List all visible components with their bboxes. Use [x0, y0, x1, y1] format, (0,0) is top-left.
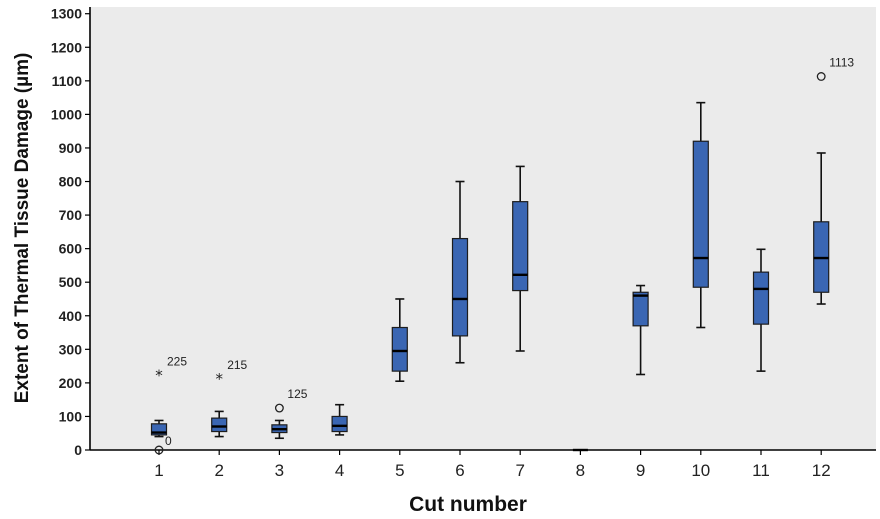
box-series: * 225 0 * 215 125 1113 — [150, 55, 854, 455]
box-group-cut-6 — [451, 180, 469, 364]
outlier-label: 225 — [167, 354, 187, 368]
x-tick-label: 4 — [335, 461, 344, 480]
y-tick-label: 400 — [59, 308, 83, 324]
y-tick-label: 1100 — [52, 73, 83, 89]
y-tick-label: 1300 — [51, 6, 82, 22]
x-tick-label: 11 — [752, 461, 770, 480]
plot-area-background — [90, 7, 876, 450]
box-iqr — [150, 423, 168, 436]
box-group-cut-11 — [752, 248, 770, 372]
x-axis: 1 2 3 4 5 6 7 8 9 10 11 12 — [90, 449, 876, 480]
y-tick-label: 900 — [59, 140, 83, 156]
outlier-label: 0 — [165, 434, 172, 448]
x-tick-label: 10 — [691, 461, 710, 480]
x-tick-label: 9 — [636, 461, 645, 480]
box-group-cut-7 — [512, 165, 529, 352]
box-iqr — [451, 237, 469, 337]
outlier-label: 215 — [227, 358, 247, 372]
box-iqr — [692, 140, 709, 288]
outlier-circle — [816, 72, 826, 81]
x-tick-label: 8 — [576, 461, 585, 480]
box-iqr — [211, 417, 228, 433]
x-tick-label: 6 — [455, 461, 464, 480]
box-group-cut-1: * 225 0 — [150, 354, 187, 455]
x-tick-label: 12 — [812, 461, 831, 480]
y-tick-label: 600 — [59, 241, 83, 257]
x-axis-title: Cut number — [409, 493, 527, 516]
box-iqr — [391, 326, 408, 372]
y-tick-label: 200 — [59, 375, 83, 391]
box-iqr — [512, 201, 529, 292]
y-tick-label: 0 — [74, 442, 82, 458]
x-tick-label: 3 — [275, 461, 284, 480]
box-iqr — [632, 291, 649, 327]
y-tick-label: 700 — [59, 207, 83, 223]
x-tick-label: 2 — [214, 461, 223, 480]
box-group-cut-3: 125 — [271, 387, 308, 440]
box-group-cut-12: 1113 — [813, 55, 854, 305]
y-tick-label: 1000 — [51, 106, 82, 122]
y-axis: 0 100 200 300 400 500 600 700 800 900 1000 1100 1200… — [51, 6, 91, 458]
box-group-cut-10 — [692, 101, 709, 329]
y-tick-label: 100 — [59, 408, 83, 424]
outlier-circle — [274, 403, 284, 413]
outlier-label: 1113 — [829, 55, 854, 69]
y-tick-label: 800 — [59, 174, 83, 190]
box-group-cut-5 — [391, 298, 408, 383]
extreme-outlier-star: * — [215, 370, 223, 388]
box-iqr — [752, 271, 770, 325]
y-tick-label: 500 — [59, 274, 83, 290]
outlier-label: 125 — [287, 387, 307, 401]
box-group-cut-4 — [331, 403, 348, 436]
x-tick-label: 1 — [154, 461, 163, 480]
y-axis-title: Extent of Thermal Tissue Damage (µm) — [12, 53, 33, 404]
x-tick-label: 5 — [395, 461, 404, 480]
box-group-cut-9 — [632, 284, 649, 376]
x-tick-label: 7 — [515, 461, 524, 480]
box-group-cut-2: * 215 — [211, 358, 248, 438]
outlier-circle — [154, 445, 164, 455]
extreme-outlier-star: * — [155, 366, 163, 384]
box-iqr — [331, 415, 348, 433]
y-tick-label: 300 — [59, 341, 83, 357]
y-tick-label: 1200 — [51, 39, 82, 55]
